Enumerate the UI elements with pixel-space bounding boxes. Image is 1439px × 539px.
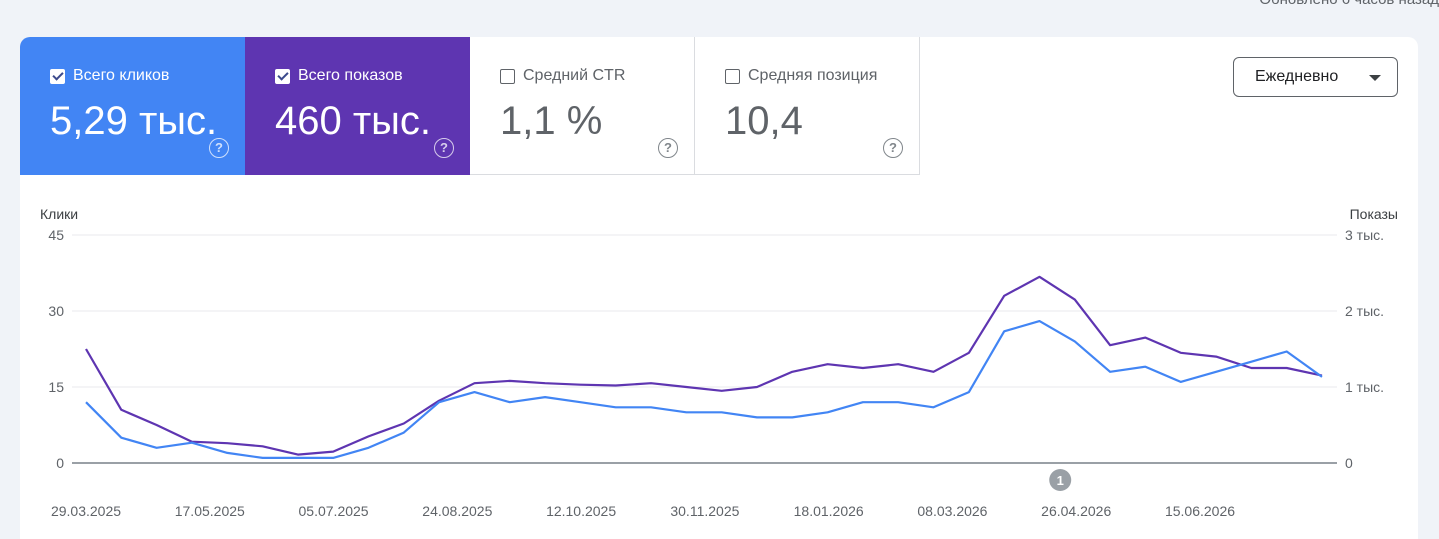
x-tick-label: 15.06.2026: [1165, 503, 1235, 519]
metric-header: Средняя позиция: [725, 67, 877, 85]
help-circle-icon[interactable]: ?: [209, 138, 229, 158]
y-tick-right: 2 тыс.: [1345, 303, 1384, 319]
performance-chart: Клики Показы 0 0 15 1 тыс. 30 2 тыс. 45 3 тыс. 29.…: [40, 206, 1398, 519]
x-tick-label: 29.03.2025: [51, 503, 121, 519]
x-tick-label: 26.04.2026: [1041, 503, 1111, 519]
x-tick-label: 18.01.2026: [794, 503, 864, 519]
help-circle-icon[interactable]: ?: [883, 138, 903, 158]
metric-header: Всего кликов: [50, 67, 169, 85]
help-circle-icon[interactable]: ?: [434, 138, 454, 158]
metric-header: Средний CTR: [500, 67, 625, 85]
series-line-impressions: [85, 275, 1323, 456]
y-tick-left: 15: [48, 379, 64, 395]
y-tick-right: 0: [1345, 455, 1353, 471]
x-tick-label: 08.03.2026: [917, 503, 987, 519]
x-tick-label: 17.05.2025: [175, 503, 245, 519]
metric-label: Средняя позиция: [748, 67, 878, 84]
caret-down-icon: [1369, 75, 1381, 81]
metric-label: Всего кликов: [73, 67, 170, 84]
y-tick-right: 3 тыс.: [1345, 227, 1384, 243]
metric-value: 1,1 %: [500, 99, 603, 143]
checkbox-icon[interactable]: [500, 68, 515, 84]
y-axis-left-title: Клики: [40, 206, 78, 222]
y-tick-left: 0: [56, 455, 64, 471]
metric-label: Средний CTR: [523, 67, 626, 84]
y-tick-left: 45: [48, 227, 64, 243]
metric-average-ctr[interactable]: Средний CTR 1,1 % ?: [470, 37, 695, 175]
checkbox-icon[interactable]: [725, 68, 740, 84]
metric-total-impressions[interactable]: Всего показов 460 тыс. ?: [245, 37, 470, 175]
y-tick-left: 30: [48, 303, 64, 319]
granularity-dropdown[interactable]: Ежедневно: [1233, 57, 1398, 97]
x-tick-label: 30.11.2025: [670, 503, 739, 519]
x-tick-label: 05.07.2025: [299, 503, 369, 519]
last-updated-text: Обновлено 6 часов назад: [1259, 0, 1439, 8]
performance-card: Всего кликов 5,29 тыс. ? Всего показов 4…: [20, 37, 1418, 539]
checkbox-icon[interactable]: [275, 68, 290, 84]
x-tick-label: 12.10.2025: [546, 503, 616, 519]
series-line-clicks: [85, 320, 1323, 459]
metric-value: 5,29 тыс.: [50, 99, 218, 143]
y-tick-right: 1 тыс.: [1345, 379, 1384, 395]
metric-label: Всего показов: [298, 67, 403, 84]
annotation-marker: [1049, 469, 1072, 491]
y-axis-right-title: Показы: [1350, 206, 1398, 222]
x-tick-label: 24.08.2025: [422, 503, 492, 519]
help-circle-icon[interactable]: ?: [658, 138, 678, 158]
checkbox-icon[interactable]: [50, 68, 65, 84]
annotation-label: 1: [1057, 473, 1064, 488]
metric-average-position[interactable]: Средняя позиция 10,4 ?: [695, 37, 920, 175]
metric-value: 10,4: [725, 99, 803, 143]
granularity-value: Ежедневно: [1255, 68, 1339, 85]
metric-value: 460 тыс.: [275, 99, 432, 143]
metric-header: Всего показов: [275, 67, 403, 85]
metric-total-clicks[interactable]: Всего кликов 5,29 тыс. ?: [20, 37, 245, 175]
